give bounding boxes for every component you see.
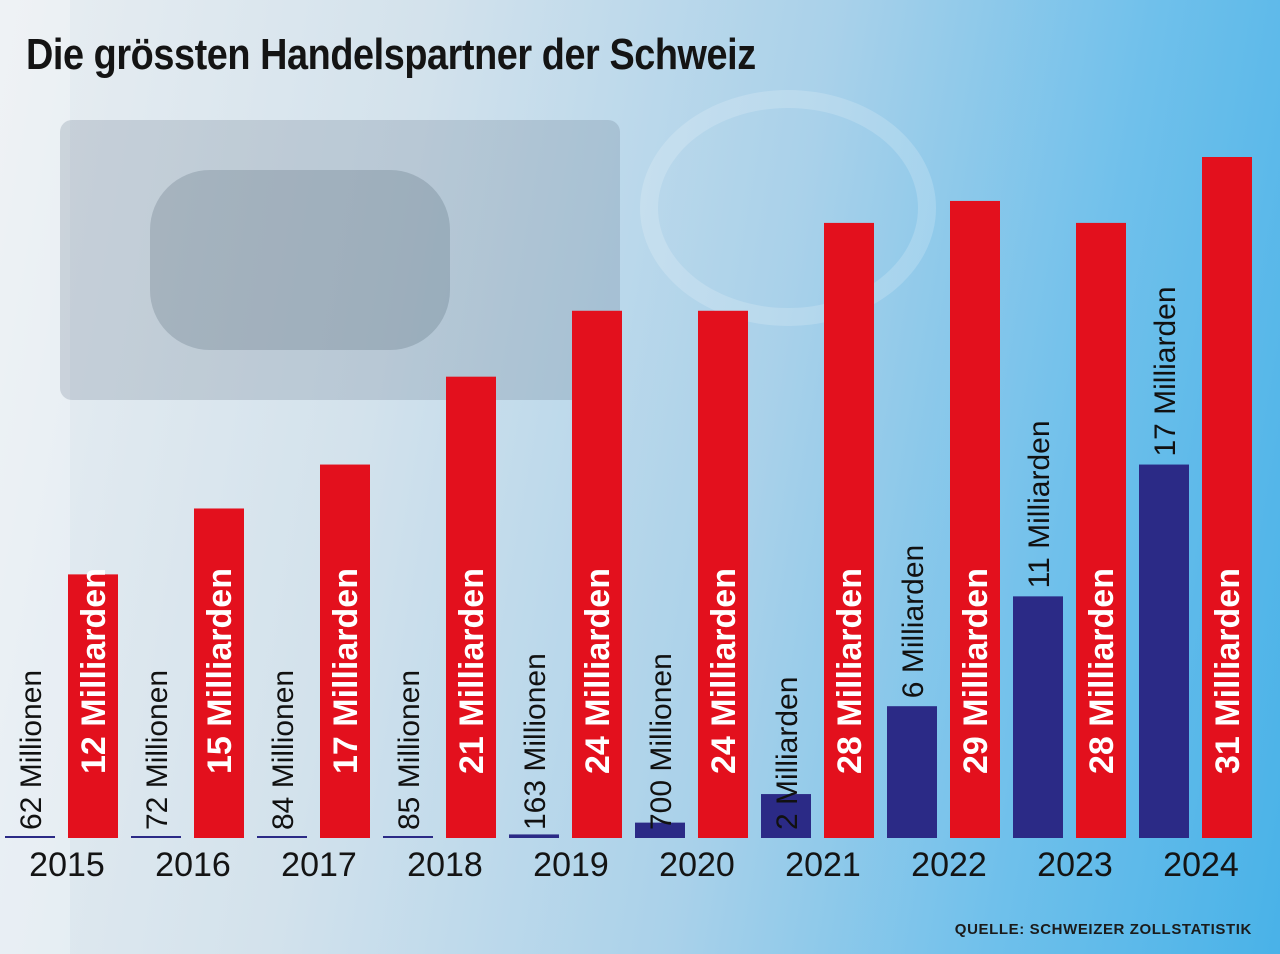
- x-tick-2016: 2016: [155, 846, 231, 884]
- bar-red-2015: [68, 574, 118, 838]
- bar-red-2024: [1202, 157, 1252, 838]
- bar-blue-2023: [1013, 596, 1063, 838]
- bar-label-blue-2024: 17 Milliarden: [1149, 286, 1182, 456]
- bar-label-red-2018: 21 Milliarden: [453, 568, 491, 774]
- bar-label-blue-2021: 2 Milliarden: [771, 677, 804, 830]
- bar-blue-2015: [5, 836, 55, 838]
- bar-label-blue-2020: 700 Millionen: [645, 653, 678, 830]
- x-tick-2015: 2015: [29, 846, 105, 884]
- bar-red-2018: [446, 376, 496, 838]
- bar-blue-2024: [1139, 464, 1189, 838]
- chart-title: Die grössten Handelspartner der Schweiz: [26, 30, 756, 79]
- x-tick-2020: 2020: [659, 846, 735, 884]
- x-tick-2019: 2019: [533, 846, 609, 884]
- bar-label-blue-2019: 163 Millionen: [519, 653, 552, 830]
- x-tick-2017: 2017: [281, 846, 357, 884]
- bar-label-red-2015: 12 Milliarden: [75, 568, 113, 774]
- bar-label-blue-2015: 62 Millionen: [15, 670, 48, 830]
- bar-red-2022: [950, 200, 1000, 838]
- x-tick-2018: 2018: [407, 846, 483, 884]
- bar-blue-2017: [257, 836, 307, 838]
- bar-red-2020: [698, 310, 748, 839]
- bar-red-2021: [824, 222, 874, 839]
- bar-blue-2016: [131, 836, 181, 838]
- bar-label-red-2016: 15 Milliarden: [201, 568, 239, 774]
- x-tick-2023: 2023: [1037, 846, 1113, 884]
- bar-label-blue-2017: 84 Millionen: [267, 670, 300, 830]
- bar-red-2017: [320, 464, 370, 838]
- bar-label-blue-2018: 85 Millionen: [393, 670, 426, 830]
- source-note: QUELLE: SCHWEIZER ZOLLSTATISTIK: [954, 921, 1252, 938]
- x-tick-2021: 2021: [785, 846, 861, 884]
- bar-red-2016: [194, 508, 244, 838]
- x-tick-2024: 2024: [1163, 846, 1239, 884]
- bar-label-blue-2023: 11 Milliarden: [1023, 420, 1056, 588]
- bar-label-blue-2022: 6 Milliarden: [897, 545, 930, 698]
- bar-blue-2020: [635, 822, 685, 838]
- bar-blue-2022: [887, 706, 937, 838]
- bar-label-blue-2016: 72 Millionen: [141, 670, 174, 830]
- bar-red-2019: [572, 310, 622, 839]
- x-tick-2022: 2022: [911, 846, 987, 884]
- bar-label-red-2021: 28 Milliarden: [831, 568, 869, 774]
- bar-label-red-2020: 24 Milliarden: [705, 568, 743, 774]
- bar-label-red-2019: 24 Milliarden: [579, 568, 617, 774]
- bar-label-red-2017: 17 Milliarden: [327, 568, 365, 774]
- bar-label-red-2023: 28 Milliarden: [1083, 568, 1121, 774]
- bar-label-red-2024: 31 Milliarden: [1209, 568, 1247, 774]
- bar-blue-2019: [509, 834, 559, 838]
- bar-label-red-2022: 29 Milliarden: [957, 568, 995, 774]
- bar-red-2023: [1076, 222, 1126, 839]
- bar-blue-2018: [383, 836, 433, 838]
- bar-blue-2021: [761, 794, 811, 838]
